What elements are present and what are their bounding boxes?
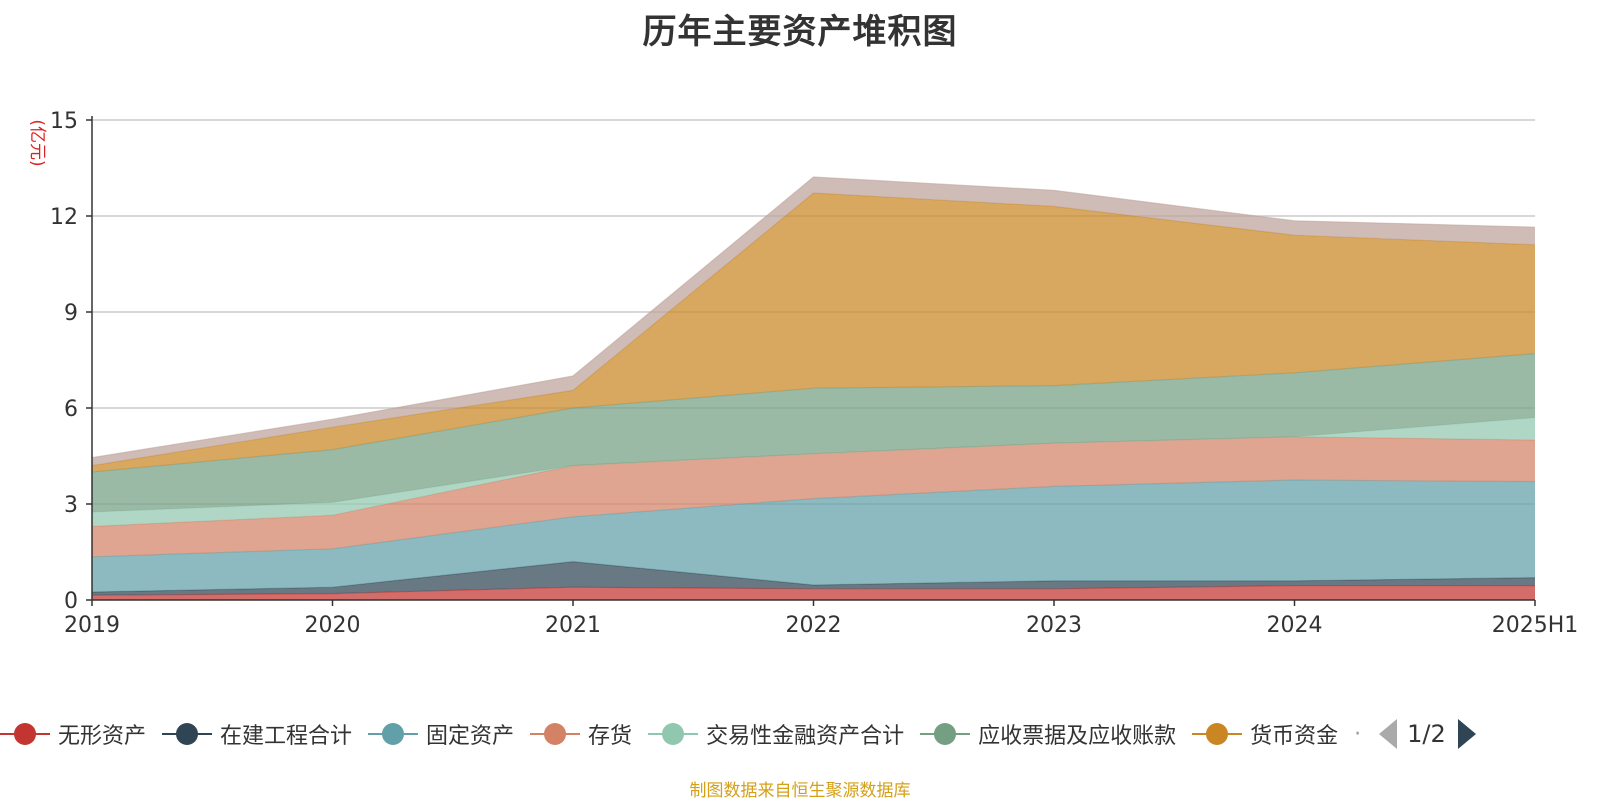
legend-marker-icon — [162, 722, 213, 746]
x-tick-label: 2020 — [305, 613, 361, 638]
legend-item[interactable]: 在建工程合计 — [162, 718, 352, 750]
legend-marker-icon — [648, 722, 699, 746]
legend-label: 交易性金融资产合计 — [706, 724, 905, 749]
legend-marker-icon — [920, 722, 971, 746]
legend-item[interactable]: 货币资金 — [1192, 718, 1338, 750]
x-tick-label: 2024 — [1267, 613, 1323, 638]
y-tick-label: 15 — [50, 109, 78, 134]
y-tick-label: 6 — [64, 397, 78, 422]
legend-item[interactable]: 无形资产 — [0, 718, 146, 750]
area-layer — [91, 176, 1536, 600]
legend-item[interactable]: 应收票据及应收账款 — [920, 718, 1176, 750]
x-tick-label: 2025H1 — [1492, 613, 1579, 638]
x-tick-label: 2021 — [545, 613, 601, 638]
legend-marker-icon — [530, 722, 581, 746]
y-tick-label: 0 — [64, 589, 78, 614]
legend: 无形资产 在建工程合计 固定资产 存货 交易性金融资产合计 应收票据及应收账款 货币资金 ·… — [0, 716, 1476, 752]
area-series-1 — [92, 561, 1535, 596]
legend-label: 固定资产 — [426, 724, 515, 749]
source-note: 制图数据来自恒生聚源数据库 — [689, 781, 911, 801]
y-tick-label: 3 — [64, 493, 78, 518]
area-series-0 — [92, 585, 1535, 600]
axis-layer: 0 3 6 9 12 15 2019 2020 2021 2022 2023 2024 2025H1 — [50, 109, 1578, 638]
x-tick-label: 2019 — [64, 613, 120, 638]
legend-marker-icon — [1192, 722, 1243, 746]
x-tick-label: 2022 — [786, 613, 842, 638]
chart-title: 历年主要资产堆积图 — [642, 12, 958, 52]
legend-label: 存货 — [588, 724, 633, 749]
legend-label: 应收票据及应收账款 — [978, 724, 1177, 749]
legend-prev-page-icon[interactable] — [1379, 719, 1398, 749]
legend-label: 无形资产 — [58, 724, 147, 749]
area-series-6 — [92, 193, 1535, 472]
legend-label: 在建工程合计 — [220, 724, 353, 749]
area-series-3 — [92, 436, 1535, 557]
legend-pager: 1/2 — [1379, 719, 1476, 749]
legend-item[interactable]: 存货 — [530, 718, 632, 750]
legend-more-indicator: · — [1354, 721, 1362, 747]
legend-items: 无形资产 在建工程合计 固定资产 存货 交易性金融资产合计 应收票据及应收账款 货币资金 — [0, 718, 1354, 750]
legend-page-indicator: 1/2 — [1407, 720, 1446, 748]
legend-item[interactable]: 交易性金融资产合计 — [648, 718, 904, 750]
area-series-line-7 — [91, 176, 1536, 459]
y-tick-label: 12 — [50, 205, 78, 230]
legend-marker-icon — [368, 722, 419, 746]
area-series-5 — [92, 353, 1535, 512]
y-axis-unit-label: (亿元) — [27, 119, 47, 166]
legend-item[interactable]: 固定资产 — [368, 718, 514, 750]
area-series-7 — [92, 177, 1535, 466]
area-series-4 — [92, 417, 1535, 527]
legend-marker-icon — [0, 722, 50, 746]
legend-next-page-icon[interactable] — [1457, 719, 1476, 749]
area-series-2 — [92, 480, 1535, 592]
x-tick-label: 2023 — [1026, 613, 1082, 638]
y-tick-label: 9 — [64, 301, 78, 326]
legend-label: 货币资金 — [1250, 724, 1339, 749]
